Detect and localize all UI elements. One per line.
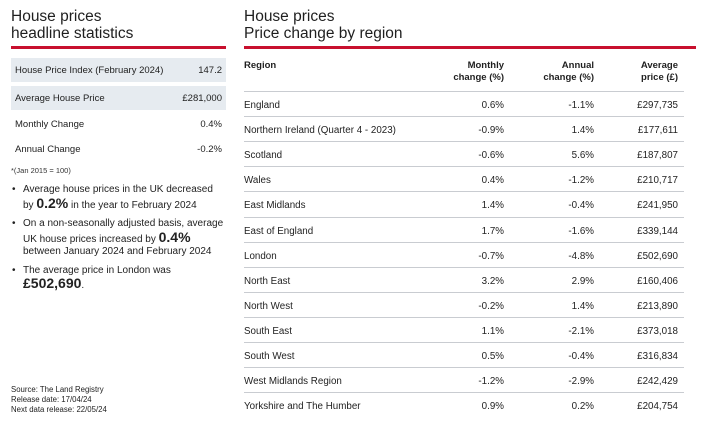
cell-monthly: 1.4% [481, 200, 504, 212]
cell-avg: £213,890 [637, 300, 678, 312]
key-point: Average house prices in the UK decreased… [11, 184, 226, 212]
cell-annual: -1.2% [568, 175, 594, 187]
cell-avg: £160,406 [637, 275, 678, 287]
cell-avg: £204,754 [637, 401, 678, 413]
stat-label: Average House Price [15, 92, 105, 104]
stat-value: 147.2 [198, 64, 222, 76]
cell-region: Northern Ireland (Quarter 4 - 2023) [244, 125, 396, 137]
table-row: North West -0.2% 1.4% £213,890 [244, 291, 684, 317]
table-row: Scotland -0.6% 5.6% £187,807 [244, 141, 684, 166]
cell-monthly: 1.1% [481, 325, 504, 337]
cell-region: South East [244, 325, 292, 337]
release-date: Release date: 17/04/24 [11, 395, 92, 404]
next-release-date: Next data release: 22/05/24 [11, 405, 107, 414]
cell-avg: £187,807 [637, 150, 678, 162]
cell-annual: 1.4% [571, 300, 594, 312]
stat-row-annual-change: Annual Change -0.2% [11, 137, 226, 161]
table-row: London -0.7% -4.8% £502,690 [244, 241, 684, 267]
stat-value: £281,000 [182, 92, 222, 104]
cell-region: Yorkshire and The Humber [244, 401, 361, 413]
title-line: House prices [244, 8, 335, 25]
cell-monthly: -1.2% [478, 376, 504, 388]
cell-region: North East [244, 275, 291, 287]
cell-annual: -2.1% [568, 325, 594, 337]
cell-region: South West [244, 351, 295, 362]
cell-monthly: -0.9% [478, 125, 504, 137]
cell-annual: 5.6% [571, 150, 594, 162]
cell-avg: £373,018 [637, 325, 678, 337]
title-line: headline statistics [11, 25, 134, 42]
cell-avg: £242,429 [637, 376, 678, 388]
cell-avg: £316,834 [637, 351, 678, 362]
cell-monthly: 0.4% [481, 175, 504, 187]
stat-row-monthly-change: Monthly Change 0.4% [11, 112, 226, 136]
cell-monthly: -0.2% [478, 300, 504, 312]
cell-annual: -0.4% [568, 351, 594, 362]
source-info: Source: The Land Registry Release date: … [11, 385, 107, 415]
stat-value: 0.4% [200, 118, 222, 130]
price-change-by-region-title: House prices Price change by region [244, 8, 403, 42]
title-line: Price change by region [244, 25, 403, 42]
cell-monthly: 0.9% [481, 401, 504, 413]
cell-avg: £210,717 [637, 175, 678, 187]
stat-value: -0.2% [197, 143, 222, 155]
cell-region: East Midlands [244, 200, 306, 212]
cell-region: England [244, 100, 280, 111]
header-region: Region [244, 60, 277, 71]
cell-annual: -1.1% [568, 100, 594, 111]
cell-avg: £502,690 [637, 250, 678, 262]
header-annual-change: Annual change (%) [543, 60, 594, 83]
hpi-footnote: *(Jan 2015 = 100) [11, 166, 71, 175]
table-row: Northern Ireland (Quarter 4 - 2023) -0.9%… [244, 116, 684, 141]
source-text: Source: The Land Registry [11, 385, 104, 394]
stat-label: Annual Change [15, 143, 81, 155]
cell-annual: -2.9% [568, 376, 594, 388]
cell-region: East of England [244, 225, 314, 237]
cell-annual: 1.4% [571, 125, 594, 137]
cell-annual: -4.8% [568, 250, 594, 262]
cell-region: Scotland [244, 150, 283, 162]
cell-annual: 0.2% [571, 401, 594, 413]
cell-monthly: -0.6% [478, 150, 504, 162]
cell-annual: -1.6% [568, 225, 594, 237]
cell-avg: £177,611 [637, 125, 678, 137]
table-row: North East 3.2% 2.9% £160,406 [244, 266, 684, 292]
cell-avg: £241,950 [637, 200, 678, 212]
stat-row-average-price: Average House Price £281,000 [11, 86, 226, 110]
cell-annual: 2.9% [571, 275, 594, 287]
region-table-header: Region Monthly change (%) Annual change (%… [244, 58, 684, 92]
cell-region: West Midlands Region [244, 376, 342, 388]
table-row: Wales 0.4% -1.2% £210,717 [244, 166, 684, 191]
cell-avg: £297,735 [637, 100, 678, 111]
cell-monthly: 3.2% [481, 275, 504, 287]
cell-monthly: 1.7% [481, 225, 504, 237]
cell-monthly: -0.7% [478, 250, 504, 262]
cell-monthly: 0.6% [481, 100, 504, 111]
stat-label: Monthly Change [15, 118, 85, 130]
title-divider [11, 46, 226, 49]
key-point: On a non-seasonally adjusted basis, aver… [11, 218, 226, 259]
cell-region: Wales [244, 175, 271, 187]
stat-label: House Price Index (February 2024) [15, 64, 164, 76]
table-row: South West 0.5% -0.4% £316,834 [244, 342, 684, 367]
key-points-list: Average house prices in the UK decreased… [11, 184, 226, 299]
cell-region: London [244, 250, 277, 262]
cell-monthly: 0.5% [481, 351, 504, 362]
table-row: South East 1.1% -2.1% £373,018 [244, 316, 684, 342]
header-average-price: Average price (£) [640, 60, 678, 83]
header-monthly-change: Monthly change (%) [453, 60, 504, 83]
table-row: England 0.6% -1.1% £297,735 [244, 91, 684, 116]
title-divider [244, 46, 696, 49]
cell-region: North West [244, 300, 293, 312]
cell-avg: £339,144 [637, 225, 678, 237]
title-line: House prices [11, 8, 102, 25]
table-row: East of England 1.7% -1.6% £339,144 [244, 216, 684, 242]
table-row: East Midlands 1.4% -0.4% £241,950 [244, 191, 684, 216]
stat-row-hpi: House Price Index (February 2024) 147.2 [11, 58, 226, 82]
cell-annual: -0.4% [568, 200, 594, 212]
key-point: The average price in London was £502,690… [11, 265, 226, 293]
headline-statistics-title: House prices headline statistics [11, 8, 133, 42]
table-row: West Midlands Region -1.2% -2.9% £242,429 [244, 367, 684, 392]
table-row: Yorkshire and The Humber 0.9% 0.2% £204,754 [244, 392, 684, 417]
